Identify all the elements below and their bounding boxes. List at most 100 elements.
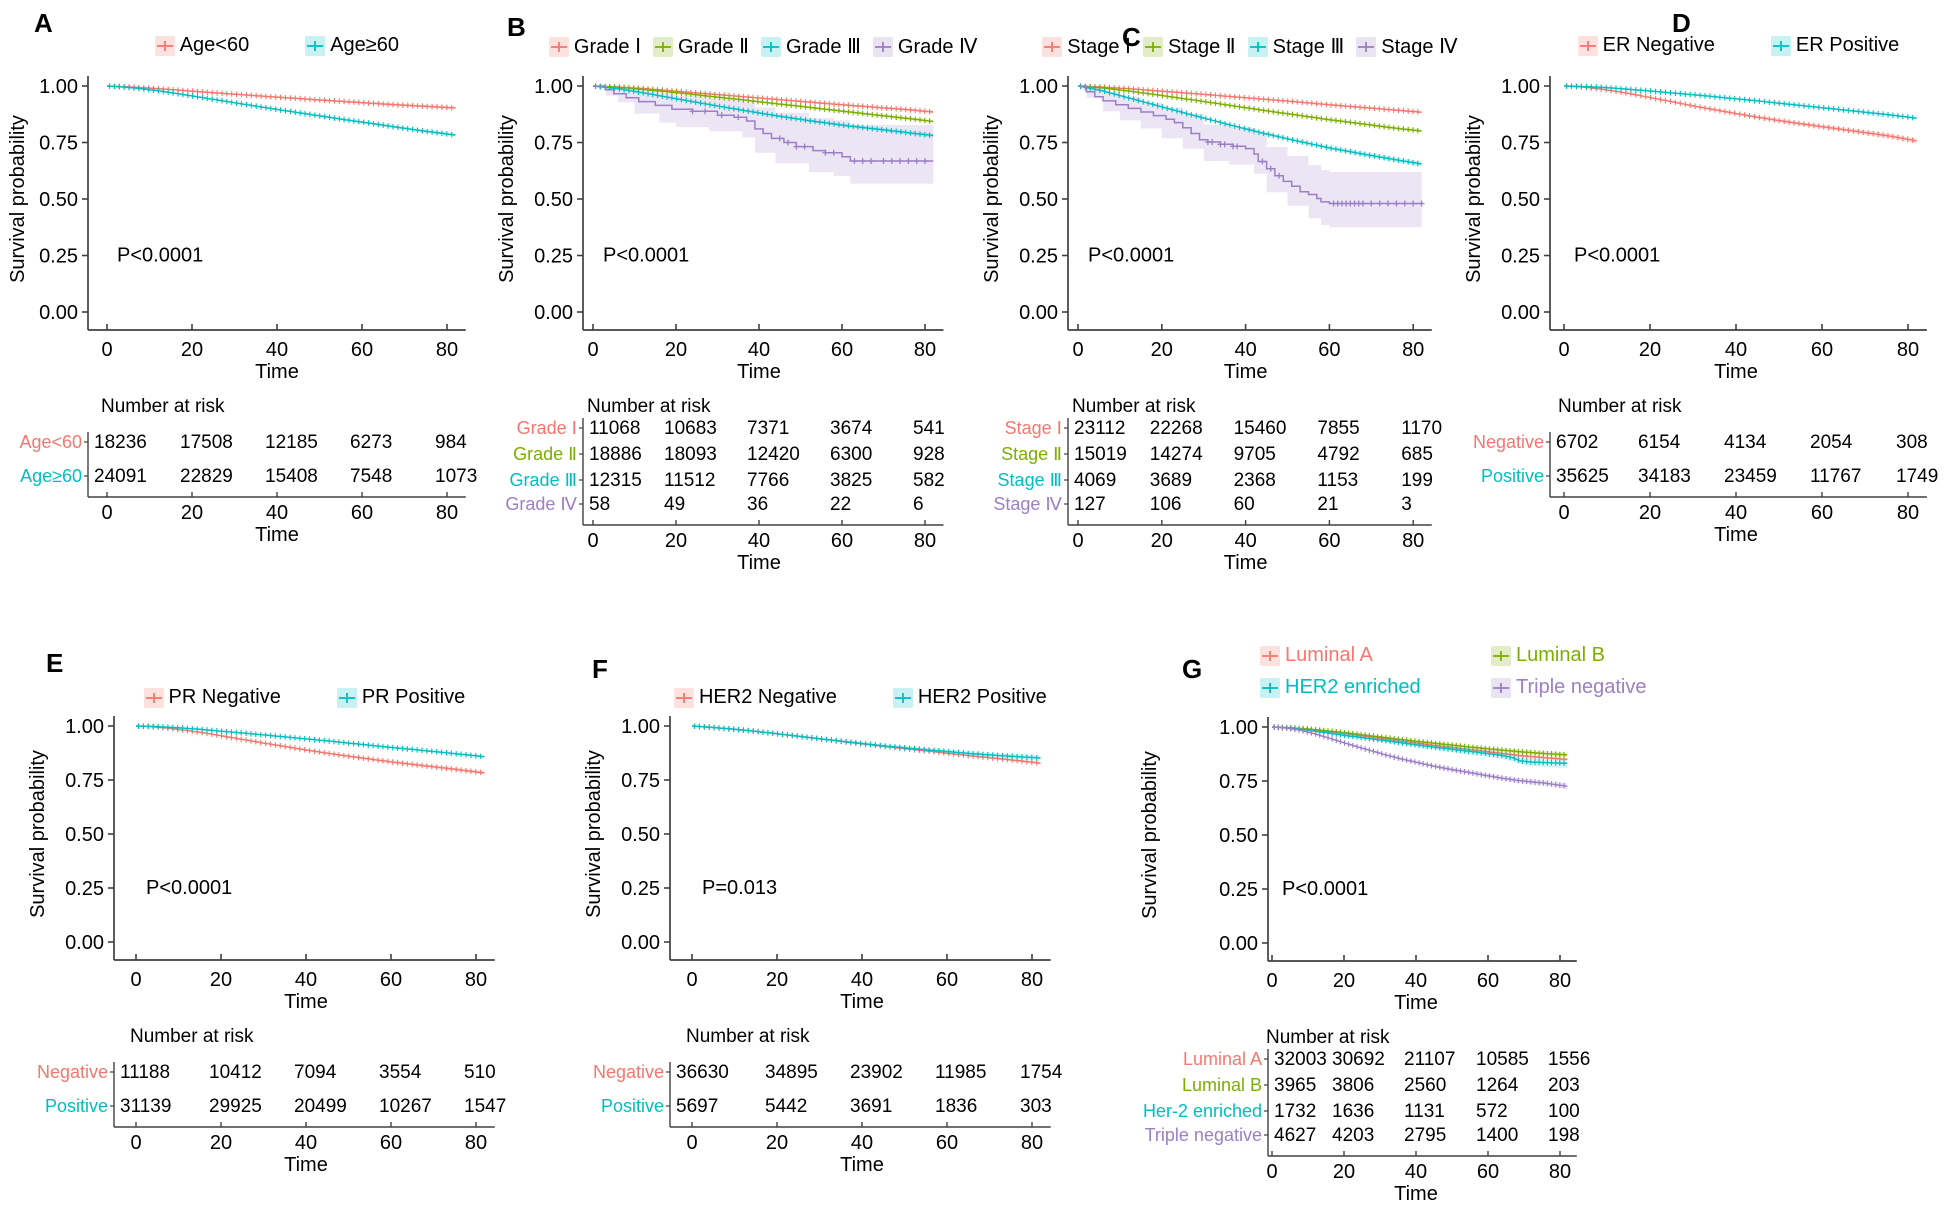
risk-x-tick-label: 0	[101, 502, 112, 524]
y-tick-label: 0.50	[1019, 189, 1058, 211]
series-grade-ⅳ	[593, 85, 934, 165]
risk-value: 35625	[1556, 466, 1609, 487]
y-tick-label: 0.75	[534, 133, 573, 155]
censor-plus-icon	[1262, 682, 1278, 693]
legend-label: Grade Ⅳ	[897, 36, 978, 58]
risk-value: 7548	[350, 466, 392, 487]
legend-item: HER2 Positive	[892, 686, 1047, 709]
risk-x-tick-label: 40	[1725, 502, 1747, 524]
risk-x-tick-label: 60	[1811, 502, 1833, 524]
risk-value: 9705	[1234, 444, 1276, 465]
legend-label: Age≥60	[330, 34, 400, 56]
legend-item: Grade Ⅰ	[548, 34, 641, 59]
risk-x-tick-label: 60	[380, 1132, 402, 1154]
risk-value: 24091	[94, 466, 147, 487]
y-tick-label: 0.00	[65, 932, 104, 954]
legend: ER Negative ER Positive	[1550, 34, 1927, 57]
risk-value: 18886	[589, 444, 642, 465]
panel-letter: B	[507, 12, 526, 42]
censor-plus-icon	[654, 41, 671, 52]
x-tick-label: 20	[1151, 339, 1173, 361]
censor-plus-icon	[156, 40, 173, 51]
risk-row-label: Positive	[1481, 466, 1544, 486]
risk-x-tick-label: 20	[210, 1132, 232, 1154]
legend-label: Stage Ⅱ	[1167, 36, 1236, 58]
censor-plus-icon	[1044, 41, 1061, 52]
risk-value: 1732	[1274, 1101, 1316, 1122]
y-tick-label: 0.50	[534, 189, 573, 211]
risk-value: 1131	[1404, 1101, 1445, 1122]
risk-value: 32003	[1274, 1049, 1327, 1070]
legend: Stage Ⅰ Stage Ⅱ Stage Ⅲ Stage Ⅳ	[1042, 34, 1458, 59]
risk-value: 4792	[1317, 444, 1359, 465]
pvalue-label: P<0.0001	[117, 245, 203, 267]
x-tick-label: 80	[1549, 970, 1571, 992]
risk-value: 5697	[676, 1096, 718, 1117]
panel-letter: D	[1672, 8, 1691, 38]
legend-key-icon	[1042, 36, 1063, 57]
x-tick-label: 60	[936, 969, 958, 991]
censor-plus-icon	[1579, 40, 1596, 51]
legend-key-icon	[1491, 645, 1511, 666]
risk-value: 572	[1476, 1101, 1508, 1122]
panel-svg-A: 1.00 0.75 0.50 0.25 0.00 0 20 40 60 80 Time Surviva…	[7, 8, 477, 546]
risk-value: 4134	[1724, 432, 1767, 453]
legend-label: Grade Ⅰ	[573, 36, 641, 58]
legend-key-icon	[1491, 677, 1511, 698]
risk-row-label: Triple negative	[1145, 1125, 1262, 1145]
risk-value: 11068	[589, 418, 640, 439]
y-axis-title: Survival probability	[496, 115, 518, 283]
risk-value: 6	[913, 494, 924, 515]
x-tick-label: 40	[851, 969, 873, 991]
y-tick-label: 0.25	[621, 878, 660, 900]
risk-value: 60	[1234, 494, 1255, 515]
risk-value: 11188	[120, 1062, 170, 1083]
risk-value: 30692	[1332, 1049, 1385, 1070]
x-tick-label: 80	[1021, 969, 1043, 991]
y-tick-label: 1.00	[534, 76, 573, 98]
legend-key-icon	[760, 36, 781, 57]
legend-label: HER2 Positive	[917, 686, 1047, 708]
risk-value: 21107	[1404, 1049, 1455, 1070]
risk-value: 1264	[1476, 1075, 1519, 1096]
risk-value: 36	[747, 494, 768, 515]
risk-value: 541	[913, 418, 945, 439]
series-er-positive	[1563, 83, 1917, 121]
censor-plus-icon	[550, 41, 567, 52]
censor-plus-icon	[338, 692, 355, 703]
y-axis-title: Survival probability	[1139, 751, 1161, 919]
x-axis-title: Time	[737, 361, 781, 383]
y-axis-title: Survival probability	[1463, 115, 1485, 283]
risk-value: 6300	[830, 444, 872, 465]
legend-item: Grade Ⅱ	[652, 34, 749, 59]
km-step-curve	[593, 85, 934, 162]
series-pr-positive	[135, 723, 485, 760]
risk-value: 928	[913, 444, 945, 465]
risk-value: 3674	[830, 418, 873, 439]
legend: Age<60 Age≥60	[88, 34, 466, 57]
risk-value: 10683	[664, 418, 717, 439]
risk-table-title: Number at risk	[101, 396, 225, 417]
risk-x-tick-label: 80	[436, 502, 458, 524]
x-tick-label: 20	[181, 339, 203, 361]
risk-x-axis-title: Time	[255, 524, 299, 546]
y-tick-label: 0.75	[39, 133, 78, 155]
y-tick-label: 0.50	[1501, 189, 1540, 211]
censor-plus-icon	[307, 40, 324, 51]
censor-plus-icon	[894, 692, 911, 703]
risk-value: 4203	[1332, 1125, 1374, 1146]
legend-label: PR Positive	[361, 686, 466, 708]
risk-value: 12315	[589, 470, 642, 491]
risk-row-label: Grade Ⅳ	[505, 494, 577, 514]
legend-item: Triple negative	[1491, 676, 1646, 699]
x-tick-label: 0	[130, 969, 141, 991]
risk-value: 1749	[1896, 466, 1938, 487]
legend-item: ER Negative	[1577, 34, 1715, 57]
risk-value: 6154	[1638, 432, 1681, 453]
risk-value: 1754	[1020, 1062, 1063, 1083]
x-tick-label: 0	[101, 339, 112, 361]
risk-value: 34895	[765, 1062, 818, 1083]
risk-value: 2054	[1810, 432, 1853, 453]
y-tick-label: 0.75	[621, 770, 660, 792]
risk-value: 11985	[935, 1062, 986, 1083]
